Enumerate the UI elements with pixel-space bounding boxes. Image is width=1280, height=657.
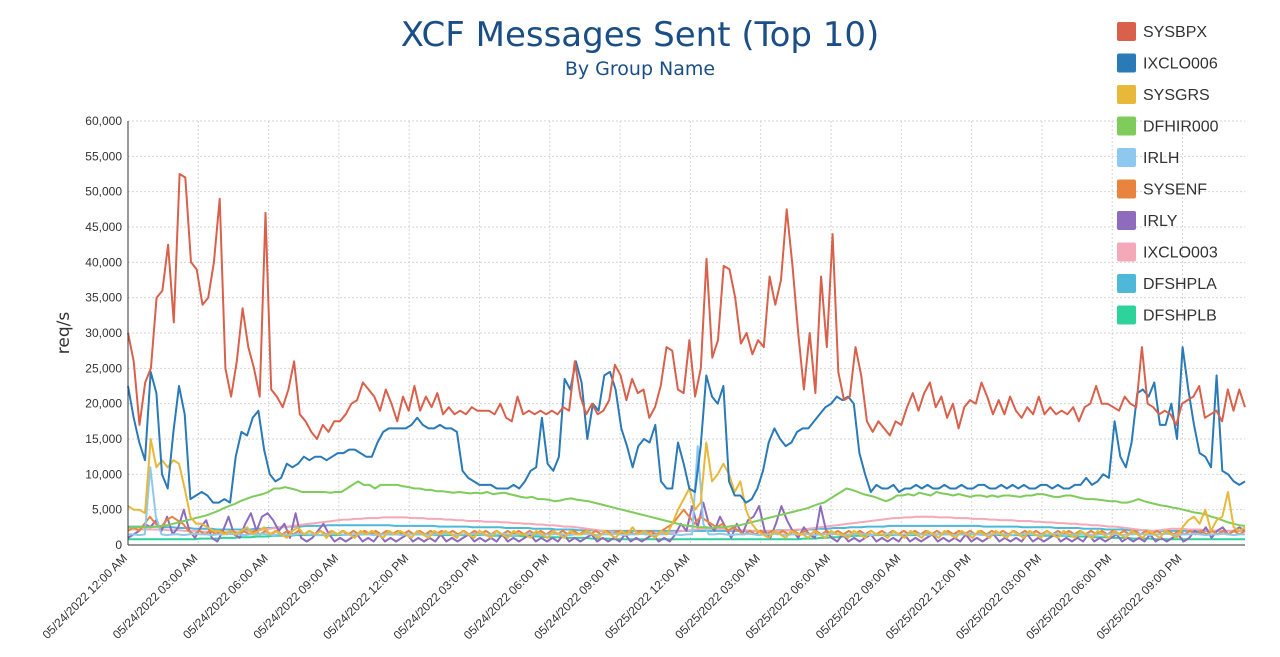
legend-item-ixclo003[interactable]: IXCLO003 [1117, 242, 1218, 262]
legend-label: SYSGRS [1143, 87, 1210, 104]
y-tick-label: 50,000 [85, 185, 122, 199]
legend-label: SYSBPX [1143, 24, 1207, 41]
legend-label: IXCLO006 [1143, 56, 1218, 73]
legend-swatch [1117, 274, 1136, 293]
x-gridlines [197, 121, 1183, 545]
y-tick-label: 15,000 [85, 432, 122, 446]
series-lines [127, 173, 1246, 543]
y-gridlines [128, 120, 1245, 511]
legend-label: SYSENF [1143, 182, 1207, 199]
y-tick-label: 10,000 [85, 467, 122, 481]
series-line-sysbpx [127, 173, 1246, 440]
y-tick-label: 30,000 [85, 326, 122, 340]
legend-item-sysgrs[interactable]: SYSGRS [1117, 85, 1210, 104]
legend-item-ixclo006[interactable]: IXCLO006 [1117, 53, 1218, 73]
series-line-ixclo006 [127, 346, 1246, 504]
legend-label: DFSHPLA [1143, 276, 1217, 293]
y-tick-label: 5,000 [92, 503, 122, 517]
legend-item-irlh[interactable]: IRLH [1117, 148, 1179, 167]
series-line-sysgrs [127, 438, 1246, 539]
legend-swatch [1117, 211, 1136, 230]
y-tick-label: 35,000 [85, 291, 122, 305]
legend-item-irly[interactable]: IRLY [1117, 211, 1178, 230]
y-tick-label: 60,000 [85, 114, 122, 128]
legend-item-sysbpx[interactable]: SYSBPX [1117, 22, 1207, 41]
y-tick-label: 40,000 [85, 255, 122, 269]
y-tick-label: 0 [115, 538, 122, 552]
legend-swatch [1117, 148, 1136, 167]
legend: SYSBPX IXCLO006 SYSGRS DFHIR000 IRLH SYSENF IR… [1117, 22, 1219, 325]
chart-title: XCF Messages Sent (Top 10) [401, 15, 880, 55]
legend-item-sysenf[interactable]: SYSENF [1117, 179, 1207, 199]
legend-swatch [1117, 305, 1136, 325]
legend-label: IRLH [1143, 150, 1179, 167]
legend-item-dfhir000[interactable]: DFHIR000 [1117, 116, 1219, 136]
legend-label: DFSHPLB [1143, 308, 1217, 325]
y-tick-label: 20,000 [85, 397, 122, 411]
legend-swatch [1117, 53, 1136, 73]
y-tick-label: 25,000 [85, 361, 122, 375]
legend-label: IRLY [1143, 213, 1178, 230]
axes [127, 121, 1245, 546]
legend-label: DFHIR000 [1143, 119, 1219, 136]
legend-swatch [1117, 179, 1136, 199]
legend-swatch [1117, 85, 1136, 104]
y-tick-label: 55,000 [85, 149, 122, 163]
legend-item-dfshpla[interactable]: DFSHPLA [1117, 274, 1217, 293]
legend-label: IXCLO003 [1143, 245, 1218, 262]
y-tick-labels: 0 5,000 10,000 15,000 20,000 25,000 30,000 35,0… [85, 114, 122, 552]
series-line-dfhir000 [128, 480, 1246, 529]
y-tick-label: 45,000 [85, 220, 122, 234]
chart-subtitle: By Group Name [565, 58, 715, 80]
legend-swatch [1117, 116, 1136, 136]
y-axis-label: req/s [54, 312, 74, 355]
legend-item-dfshplb[interactable]: DFSHPLB [1117, 305, 1217, 325]
legend-swatch [1117, 22, 1136, 41]
legend-swatch [1117, 242, 1136, 262]
